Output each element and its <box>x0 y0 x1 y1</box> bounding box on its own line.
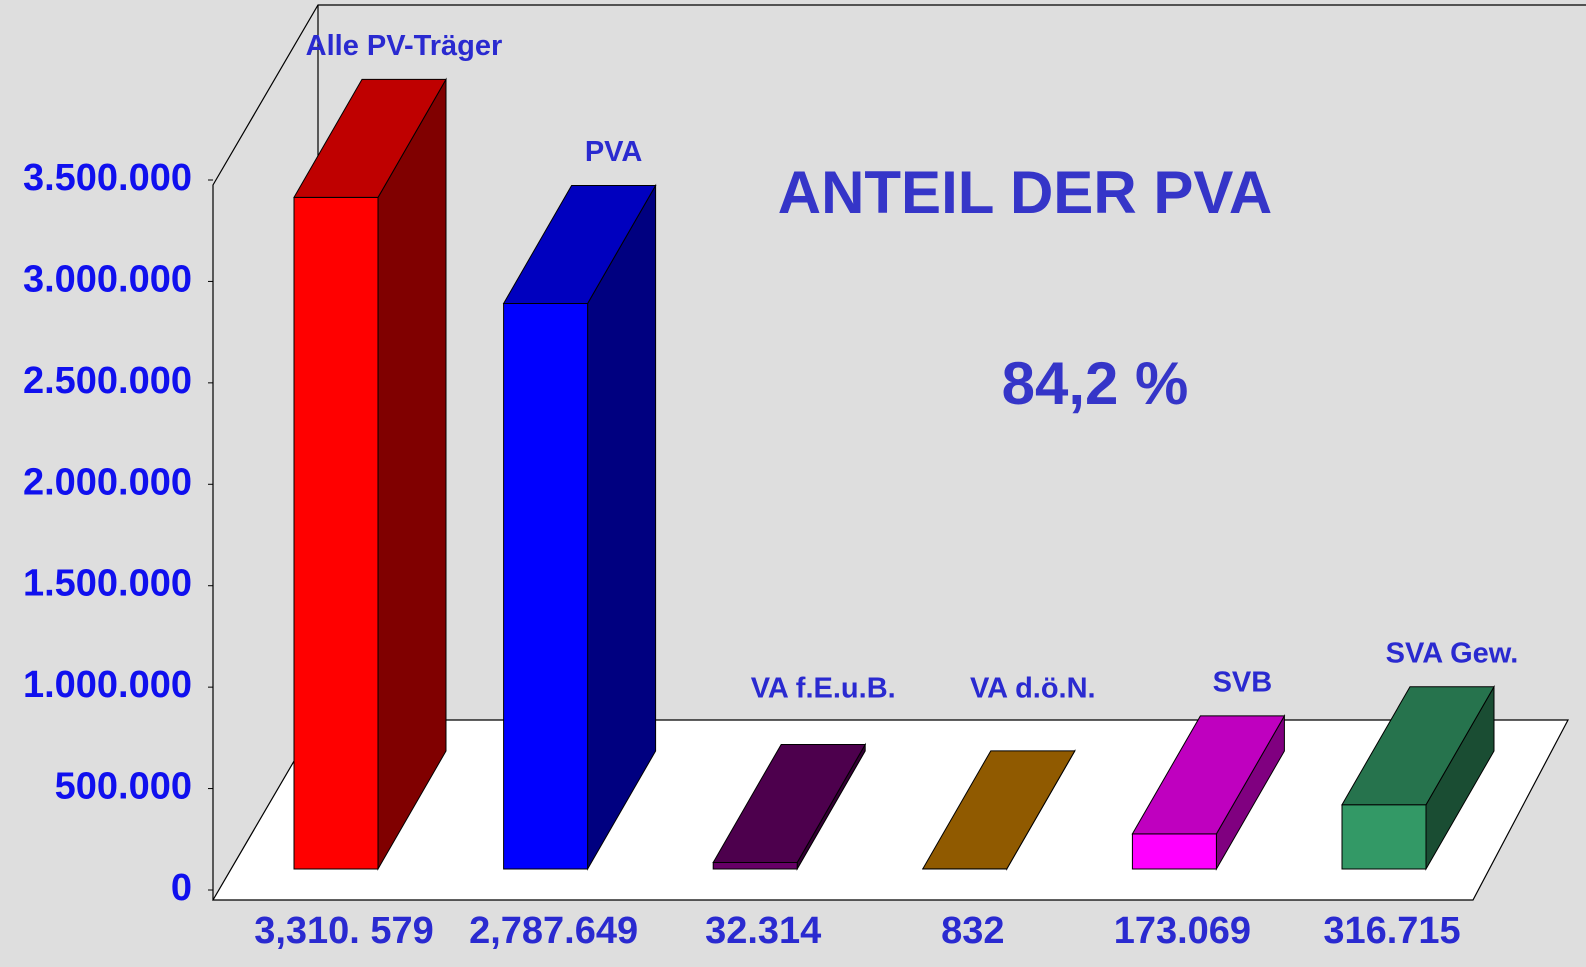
category-label: PVA <box>585 136 643 168</box>
category-label: Alle PV-Träger <box>306 30 503 62</box>
bar-top <box>293 78 447 198</box>
annotation: ANTEIL DER PVA <box>778 159 1273 226</box>
y-tick-label: 0 <box>171 867 192 909</box>
bar-top <box>1131 715 1286 835</box>
value-label: 3,310. 579 <box>254 910 434 952</box>
y-tick-label: 3.500.000 <box>23 157 192 199</box>
category-label: VA d.ö.N. <box>970 673 1096 705</box>
value-label: 32.314 <box>705 910 821 952</box>
category-label: VA f.E.u.B. <box>751 673 896 705</box>
category-label: SVA Gew. <box>1386 637 1519 669</box>
value-label: 2,787.649 <box>469 910 638 952</box>
value-label: 832 <box>941 910 1004 952</box>
bar-top <box>1341 686 1495 806</box>
back-wall <box>212 4 1586 900</box>
bar-side <box>377 77 447 871</box>
bar-front <box>1341 804 1427 870</box>
y-tick-label: 500.000 <box>55 766 192 808</box>
y-tick-label: 1.500.000 <box>23 563 192 605</box>
y-tick-label: 2.000.000 <box>23 461 192 503</box>
bar-front <box>293 196 379 870</box>
bar-side <box>587 183 657 871</box>
bar-top <box>921 750 1076 870</box>
bar-top <box>502 185 657 305</box>
value-label: 173.069 <box>1114 910 1251 952</box>
bar-top <box>712 743 867 863</box>
y-tick-label: 2.500.000 <box>23 360 192 402</box>
y-tick-label: 1.000.000 <box>23 664 192 706</box>
bar-front <box>1131 833 1217 870</box>
bar-front <box>712 861 798 870</box>
bar-front <box>503 303 589 870</box>
value-label: 316.715 <box>1323 910 1460 952</box>
y-tick-label: 3.000.000 <box>23 258 192 300</box>
annotation: 84,2 % <box>1002 350 1189 417</box>
category-label: SVB <box>1213 667 1273 699</box>
